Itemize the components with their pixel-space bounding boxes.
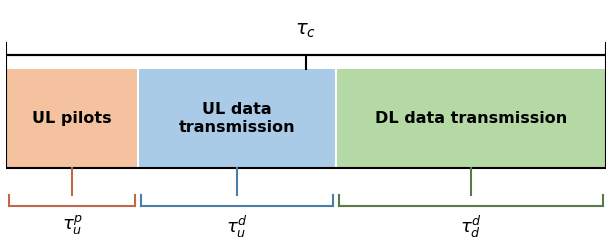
Text: DL data transmission: DL data transmission xyxy=(375,111,567,126)
Text: UL pilots: UL pilots xyxy=(32,111,112,126)
Text: UL data
transmission: UL data transmission xyxy=(179,102,296,135)
Bar xyxy=(6,55,606,69)
Text: $\tau_d^d$: $\tau_d^d$ xyxy=(460,213,482,240)
Text: $\tau_c$: $\tau_c$ xyxy=(296,22,316,40)
Bar xyxy=(6,69,138,168)
Bar xyxy=(336,69,606,168)
Bar xyxy=(138,69,336,168)
Text: $\tau_u^p$: $\tau_u^p$ xyxy=(62,213,83,236)
Text: $\tau_u^d$: $\tau_u^d$ xyxy=(226,213,248,240)
Bar xyxy=(6,55,606,168)
